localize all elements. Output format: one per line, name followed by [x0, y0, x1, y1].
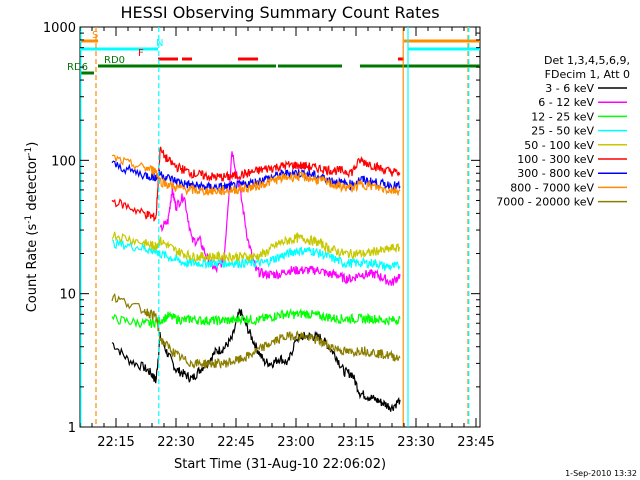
vertical-markers	[80, 27, 470, 427]
legend-label-8: 7000 - 20000 keV	[496, 196, 594, 209]
plot-frame	[79, 26, 481, 428]
x-tick-label: 23:45	[457, 435, 494, 450]
legend-label-0: 3 - 6 keV	[545, 82, 594, 95]
footer-timestamp: 1-Sep-2010 13:32	[565, 469, 637, 478]
legend-label-6: 300 - 800 keV	[517, 167, 594, 180]
legend-label-5: 100 - 300 keV	[517, 153, 594, 166]
y-tick-label: 1000	[43, 21, 76, 36]
flag-label-RD0: RD0	[104, 55, 125, 66]
series-line-8	[111, 292, 401, 369]
flag-label-N: N	[156, 38, 163, 49]
flag-label-F: F	[138, 48, 144, 59]
series-line-4	[111, 231, 401, 264]
series-line-5	[111, 146, 401, 222]
y-label-sup1: -1	[24, 215, 34, 224]
series-line-3	[111, 239, 401, 272]
chart-title: HESSI Observing Summary Count Rates	[120, 3, 439, 22]
series-line-2	[111, 308, 401, 329]
axes: 1 10 100 1000 22:15 22:30 22:45 23:00 23:15 23:30…	[43, 21, 495, 450]
y-tick-label: 10	[59, 288, 76, 303]
series-line-0	[111, 307, 401, 412]
legend-label-1: 6 - 12 keV	[538, 96, 594, 109]
x-axis-label: Start Time (31-Aug-10 22:06:02)	[174, 457, 386, 472]
flag-label-RD6: RD6	[67, 62, 88, 73]
series-line-1	[159, 151, 401, 287]
legend-label-4: 50 - 100 keV	[524, 139, 594, 152]
y-tick-label: 1	[68, 421, 76, 436]
y-label-end: )	[25, 142, 40, 147]
series-line-7	[111, 154, 401, 197]
series-layer	[111, 146, 401, 412]
flag-bars: S N F RD0 RD6	[67, 30, 480, 75]
flag-label-S: S	[92, 30, 98, 41]
x-tick-label: 22:45	[217, 435, 254, 450]
legend-label-3: 25 - 50 keV	[531, 125, 594, 138]
legend-label-7: 800 - 7000 keV	[510, 181, 594, 194]
x-tick-label: 23:30	[397, 435, 434, 450]
x-tick-label: 23:00	[277, 435, 314, 450]
y-axis-label: Count Rate (s-1 detector-1)	[24, 142, 40, 313]
y-label-sup2: -1	[24, 147, 34, 156]
legend-header-1: Det 1,3,4,5,6,9,	[544, 54, 630, 67]
legend: Det 1,3,4,5,6,9, FDecim 1, Att 0 3 - 6 k…	[496, 54, 630, 209]
x-tick-label: 22:30	[157, 435, 194, 450]
legend-label-2: 12 - 25 keV	[531, 110, 594, 123]
x-tick-label: 22:15	[97, 435, 134, 450]
x-tick-label: 23:15	[337, 435, 374, 450]
y-label-main: Count Rate (s	[25, 224, 40, 313]
y-tick-label: 100	[51, 154, 76, 169]
legend-header-2: FDecim 1, Att 0	[545, 68, 630, 81]
y-label-mid: detector	[25, 155, 40, 215]
